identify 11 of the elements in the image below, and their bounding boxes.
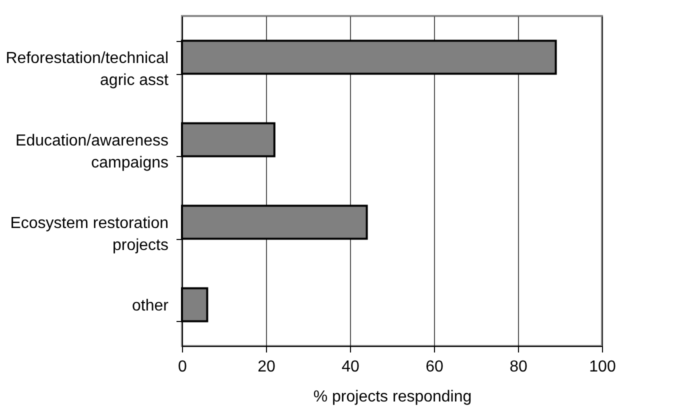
x-tick-label: 60 xyxy=(426,358,444,376)
y-tick-label: Ecosystem restoration projects xyxy=(10,214,168,254)
x-tick-label: 40 xyxy=(342,358,360,376)
x-tick-label: 80 xyxy=(510,358,528,376)
x-tick-label: 0 xyxy=(178,358,188,376)
y-tick-label: other xyxy=(132,297,170,314)
x-tick-label: 100 xyxy=(589,358,616,376)
x-tick-label: 20 xyxy=(258,358,276,376)
y-tick-label: Education/awareness campaigns xyxy=(16,132,168,172)
x-axis-title: % projects responding xyxy=(313,388,472,406)
y-tick-label: Reforestation/technical agric asst xyxy=(6,50,170,89)
